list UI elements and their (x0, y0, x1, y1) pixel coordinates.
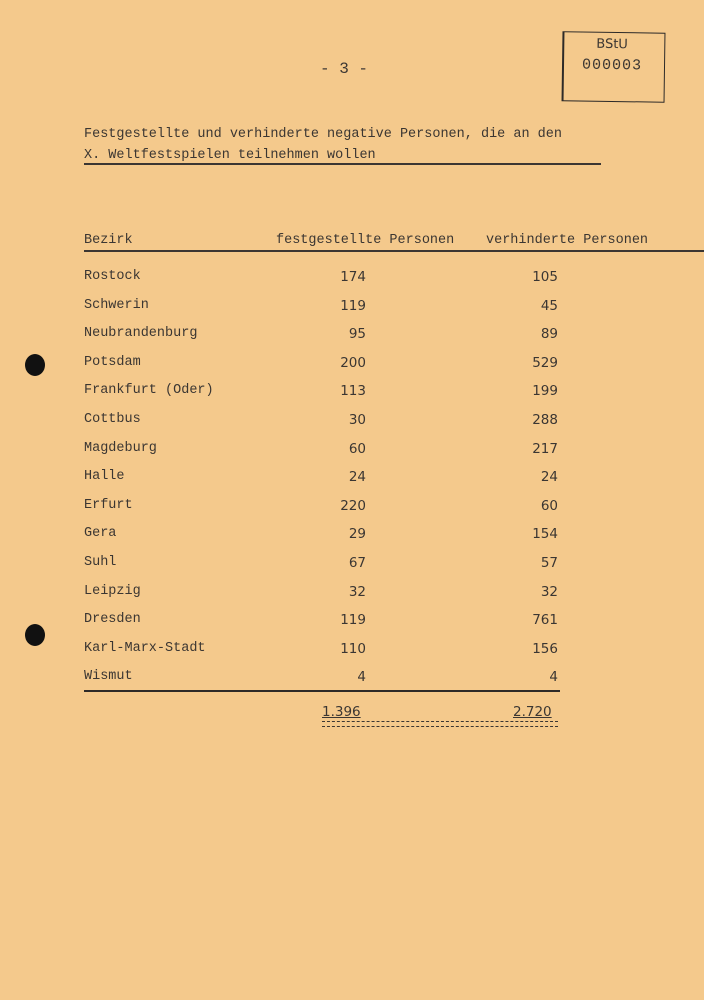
festgestellte-value: 119 (340, 297, 366, 314)
verhinderte-value: 60 (540, 497, 558, 514)
festgestellte-value: 60 (348, 440, 366, 457)
table-row: Suhl 67 57 (84, 555, 564, 575)
festgestellte-value: 174 (340, 269, 366, 285)
total-verhinderte: 2.720 (513, 704, 552, 720)
punch-hole (25, 624, 45, 646)
festgestellte-value: 200 (340, 354, 366, 371)
verhinderte-value: 154 (532, 526, 558, 543)
table-row: Leipzig 32 32 (84, 584, 564, 604)
verhinderte-value: 32 (540, 583, 558, 600)
total-festgestellte: 1.396 (322, 704, 361, 720)
table-row: Dresden 119 761 (84, 612, 564, 632)
bezirk-name: Gera (84, 526, 117, 542)
verhinderte-value: 288 (532, 412, 558, 428)
document-title-line-2: X. Weltfestspielen teilnehmen wollen (84, 148, 376, 163)
table-row: Neubrandenburg 95 89 (84, 326, 564, 346)
bezirk-name: Erfurt (84, 497, 133, 513)
column-header-festgestellte: festgestellte Personen (276, 233, 455, 248)
verhinderte-value: 217 (532, 440, 558, 457)
bezirk-name: Magdeburg (84, 440, 157, 456)
table-row: Gera 29 154 (84, 526, 564, 546)
verhinderte-value: 45 (540, 297, 558, 314)
bezirk-name: Dresden (84, 612, 141, 628)
festgestellte-value: 95 (348, 326, 366, 343)
bezirk-name: Frankfurt (Oder) (84, 383, 214, 399)
stamp-label: BStU (596, 36, 628, 53)
verhinderte-value: 24 (540, 469, 558, 486)
table-row: Frankfurt (Oder) 113 199 (84, 383, 564, 403)
table-row: Magdeburg 60 217 (84, 441, 564, 461)
bezirk-name: Cottbus (84, 412, 141, 427)
festgestellte-value: 24 (348, 469, 366, 486)
verhinderte-value: 4 (549, 669, 558, 686)
page-number: - 3 - (320, 60, 369, 78)
verhinderte-value: 199 (532, 383, 558, 400)
bezirk-name: Halle (84, 469, 125, 485)
bezirk-name: Neubrandenburg (84, 326, 198, 342)
festgestellte-value: 4 (357, 669, 366, 686)
verhinderte-value: 57 (540, 555, 558, 571)
column-header-verhinderte: verhinderte Personen (486, 233, 649, 248)
verhinderte-value: 529 (532, 354, 558, 371)
bezirk-name: Wismut (84, 669, 133, 685)
archive-stamp: BStU 000003 (561, 31, 666, 103)
festgestellte-value: 119 (340, 612, 366, 629)
header-underline (84, 250, 704, 252)
table-row: Halle 24 24 (84, 469, 564, 489)
bezirk-name: Suhl (84, 555, 117, 570)
title-underline (84, 163, 601, 165)
table-row: Cottbus 30 288 (84, 412, 564, 432)
punch-hole (25, 354, 45, 376)
verhinderte-value: 89 (540, 326, 558, 343)
bezirk-name: Karl-Marx-Stadt (84, 640, 206, 656)
column-header-bezirk: Bezirk (84, 233, 133, 248)
table-row: Wismut 4 4 (84, 669, 564, 689)
festgestellte-value: 32 (348, 583, 366, 600)
verhinderte-value: 761 (532, 612, 558, 629)
table-row: Erfurt 220 60 (84, 498, 564, 518)
festgestellte-value: 29 (348, 526, 366, 543)
festgestellte-value: 113 (340, 383, 366, 400)
bezirk-name: Leipzig (84, 583, 141, 599)
verhinderte-value: 105 (532, 269, 558, 285)
sum-line (84, 690, 560, 692)
stamp-number: 000003 (581, 56, 643, 75)
verhinderte-value: 156 (532, 640, 558, 657)
festgestellte-value: 67 (348, 555, 366, 571)
festgestellte-value: 110 (340, 640, 366, 657)
table-row: Rostock 174 105 (84, 269, 564, 289)
double-underline (322, 721, 558, 727)
bezirk-name: Schwerin (84, 297, 149, 313)
festgestellte-value: 220 (340, 497, 366, 514)
festgestellte-value: 30 (348, 412, 366, 428)
document-title-line-1: Festgestellte und verhinderte negative P… (84, 127, 562, 142)
table-row: Karl-Marx-Stadt 110 156 (84, 641, 564, 661)
bezirk-name: Rostock (84, 269, 141, 284)
table-row: Potsdam 200 529 (84, 355, 564, 375)
table-row: Schwerin 119 45 (84, 298, 564, 318)
bezirk-name: Potsdam (84, 354, 141, 370)
